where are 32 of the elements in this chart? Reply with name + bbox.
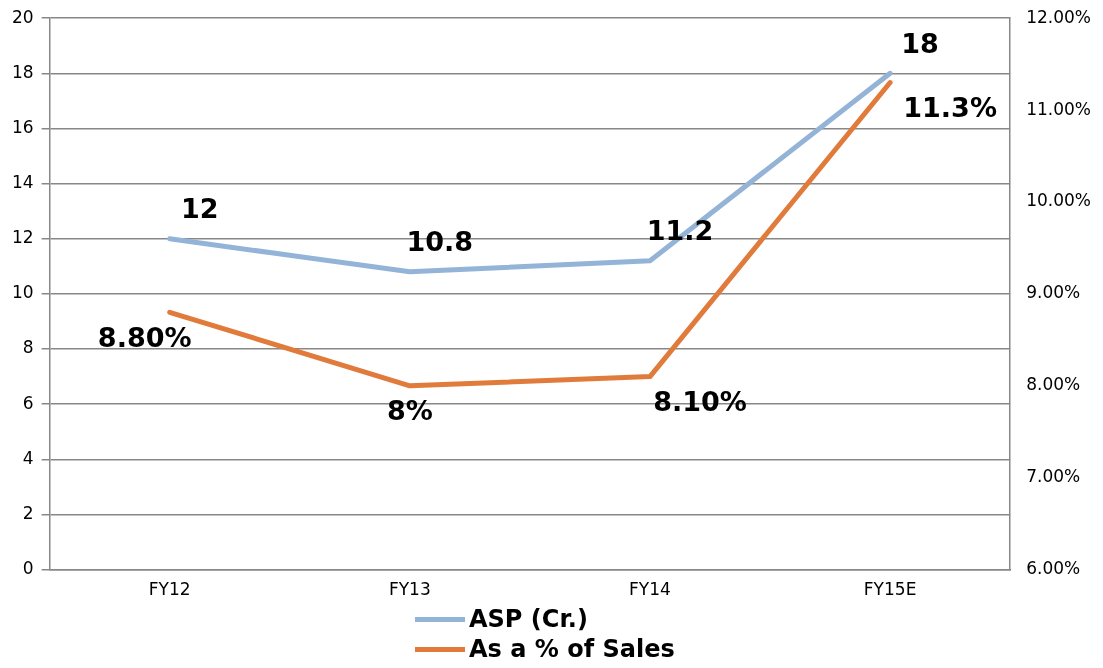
y-tick-label: 10 <box>11 282 34 303</box>
data-label: 11.2 <box>646 215 714 247</box>
x-tick-label: FY15E <box>863 579 917 600</box>
data-label: 8.80% <box>97 321 192 353</box>
y-tick-label: 6 <box>22 392 34 413</box>
data-label: 8% <box>386 395 433 427</box>
legend-label: ASP (Cr.) <box>469 605 588 633</box>
y-tick-label: 20 <box>11 6 34 27</box>
legend-label: As a % of Sales <box>469 635 675 663</box>
y2-tick-label: 6.00% <box>1026 558 1081 579</box>
data-label: 10.8 <box>406 226 474 258</box>
y-tick-label: 4 <box>22 447 34 468</box>
x-tick-label: FY14 <box>629 579 671 600</box>
data-label: 18 <box>901 27 939 59</box>
y2-tick-label: 9.00% <box>1026 282 1081 303</box>
y2-tick-label: 10.00% <box>1026 190 1092 211</box>
data-label: 8.10% <box>653 386 747 418</box>
data-label: 11.3% <box>903 92 997 124</box>
y2-tick-label: 8.00% <box>1026 374 1081 395</box>
y-tick-label: 16 <box>11 116 34 137</box>
data-label: 12 <box>180 193 219 225</box>
y-tick-label: 14 <box>11 172 34 193</box>
y-tick-label: 12 <box>11 227 34 248</box>
y2-tick-label: 7.00% <box>1026 466 1081 487</box>
y-tick-label: 2 <box>22 502 34 523</box>
y-tick-label: 8 <box>22 337 34 358</box>
y2-tick-label: 12.00% <box>1026 6 1092 27</box>
y-tick-label: 0 <box>22 558 34 579</box>
y2-tick-label: 11.00% <box>1026 98 1092 119</box>
y-tick-label: 18 <box>11 61 34 82</box>
x-tick-label: FY13 <box>388 579 431 600</box>
x-tick-label: FY12 <box>148 579 191 600</box>
